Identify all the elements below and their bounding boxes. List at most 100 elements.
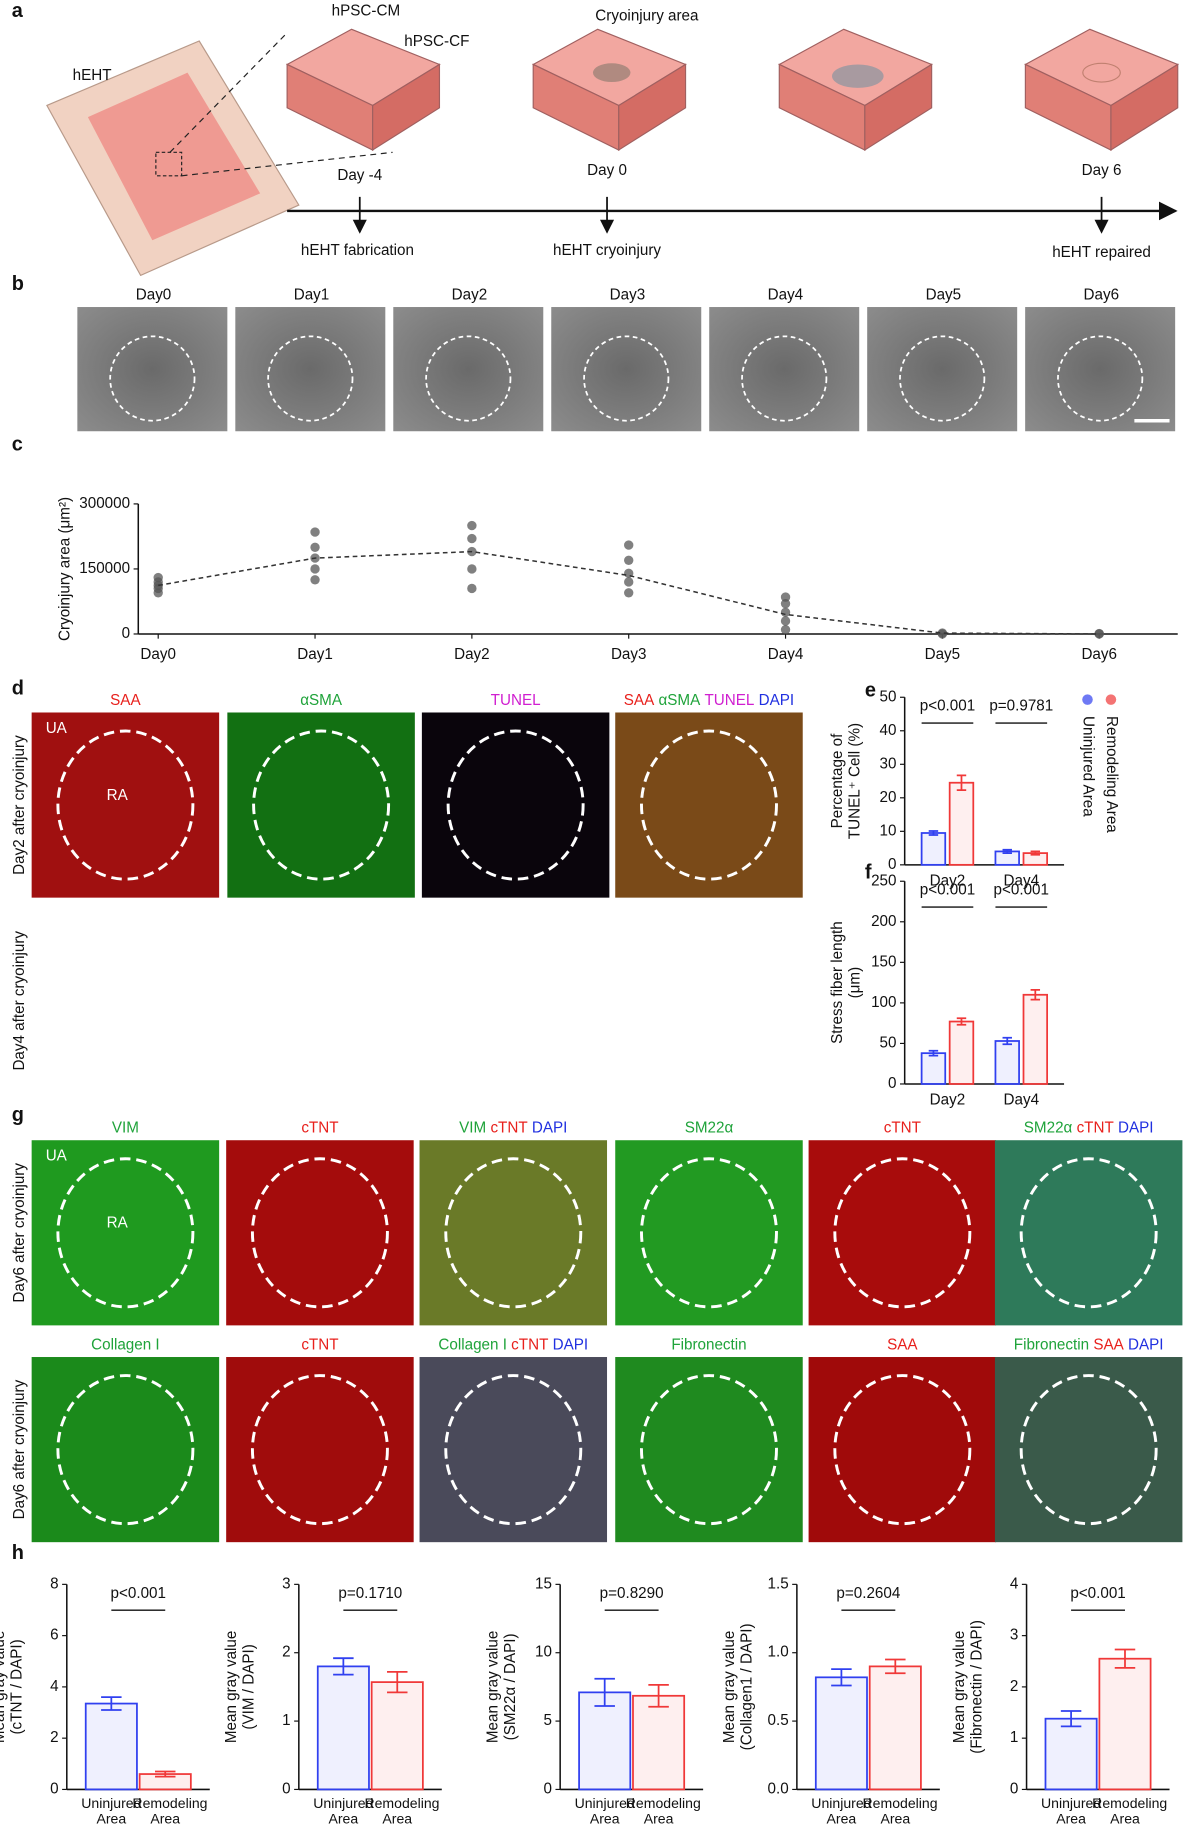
region-label: RA bbox=[107, 787, 129, 804]
error-bar bbox=[928, 1049, 939, 1057]
channel-name: SM22α bbox=[1024, 1120, 1073, 1137]
channel-name: cTNT bbox=[1077, 1120, 1114, 1137]
region-outline bbox=[1019, 1374, 1158, 1526]
y-tick-label: 0.5 bbox=[768, 1712, 789, 1729]
channel-label: VIM cTNT DAPI bbox=[459, 1120, 567, 1137]
tissue-blocks bbox=[285, 28, 1180, 152]
injury-outline bbox=[1057, 335, 1144, 422]
micrograph bbox=[1025, 307, 1176, 432]
y-tick-label: 150000 bbox=[79, 560, 130, 577]
bar bbox=[1044, 1717, 1098, 1791]
day: Day 6 bbox=[1082, 162, 1122, 179]
channel-name: cTNT bbox=[884, 1120, 921, 1137]
region-label: RA bbox=[107, 1215, 129, 1232]
micrograph bbox=[808, 1357, 997, 1543]
x-tick-label: Uninjured Area bbox=[574, 1796, 635, 1827]
region-outline bbox=[640, 1157, 778, 1309]
micrograph bbox=[419, 1357, 608, 1543]
error-bar bbox=[1060, 1710, 1082, 1728]
channel-name: SAA bbox=[624, 692, 655, 709]
injury-outline bbox=[109, 335, 196, 422]
x-tick-label: Uninjured Area bbox=[1040, 1796, 1102, 1827]
micrograph bbox=[994, 1140, 1183, 1326]
x-tick-label: Uninjured Area bbox=[313, 1796, 374, 1827]
y-tick-label: 40 bbox=[880, 722, 897, 739]
label: hEHT bbox=[73, 67, 112, 84]
x-tick-label-box: Remodeling Area bbox=[1092, 1796, 1167, 1826]
event: hEHT cryoinjury bbox=[553, 242, 661, 259]
x-tick-label: Day4 bbox=[1004, 1091, 1040, 1108]
micrograph bbox=[235, 307, 386, 432]
channel-name: cTNT bbox=[511, 1336, 548, 1353]
point bbox=[467, 583, 477, 594]
channel-name: αSMA bbox=[300, 692, 343, 709]
x-tick-label: Day5 bbox=[925, 646, 961, 663]
point bbox=[780, 592, 791, 602]
channel-name: Fibronectin bbox=[671, 1336, 746, 1353]
channel-name: DAPI bbox=[759, 692, 795, 709]
channel-label: Collagen I bbox=[91, 1336, 160, 1353]
legend-marker bbox=[1105, 694, 1117, 705]
region-outline bbox=[640, 1374, 778, 1526]
y-tick-label: 6 bbox=[50, 1627, 58, 1644]
bar bbox=[316, 1665, 370, 1791]
point bbox=[310, 527, 320, 537]
error-bar bbox=[956, 774, 967, 791]
panel-label: d bbox=[12, 677, 24, 699]
y-axis-label: Cryoinjury area (μm²) bbox=[57, 497, 74, 641]
x-tick-label: Day2 bbox=[930, 1091, 966, 1108]
x-tick-label: Day0 bbox=[140, 646, 176, 663]
error-bar bbox=[928, 830, 939, 836]
channel-label: αSMA bbox=[300, 692, 343, 709]
y-tick-label: 4 bbox=[1010, 1575, 1019, 1592]
y-axis-label: Mean gray value bbox=[951, 1631, 968, 1744]
x-tick-label: Day4 bbox=[1004, 872, 1040, 889]
y-tick-label: 0 bbox=[50, 1780, 58, 1797]
y-tick-label: 8 bbox=[50, 1575, 58, 1592]
point bbox=[310, 564, 320, 574]
panel-label: a bbox=[12, 0, 24, 22]
point bbox=[780, 598, 791, 609]
x-tick-label: Remodeling Area bbox=[132, 1796, 208, 1827]
y-tick-label: 0 bbox=[122, 625, 130, 642]
panel-label: h bbox=[12, 1542, 24, 1564]
day-label: Day1 bbox=[294, 286, 330, 303]
channel-label: Fibronectin SAA DAPI bbox=[1014, 1336, 1164, 1353]
region-label: UA bbox=[46, 720, 68, 737]
x-tick-label: Remodeling Area bbox=[364, 1796, 440, 1827]
region-outline bbox=[56, 1374, 195, 1526]
y-tick-label: 3 bbox=[1010, 1627, 1018, 1644]
y-tick-label: 2 bbox=[282, 1644, 290, 1661]
schematic: hEHT hPSC-CM hPSC-CF Cryoinjury area Day… bbox=[46, 3, 1180, 277]
bar bbox=[994, 1040, 1020, 1085]
channel-name: Fibronectin bbox=[1014, 1336, 1089, 1353]
channel-name: cTNT bbox=[301, 1120, 338, 1137]
panel-label: e bbox=[865, 680, 876, 702]
injury-outline bbox=[425, 335, 512, 422]
micrograph bbox=[77, 307, 228, 432]
channel-name: Collagen I bbox=[438, 1336, 507, 1353]
panel-label: c bbox=[12, 434, 23, 456]
y-tick-label: 2 bbox=[1010, 1678, 1018, 1695]
channel-name: DAPI bbox=[1118, 1120, 1154, 1137]
y-tick-label: 0 bbox=[1010, 1780, 1018, 1797]
row-label: Day4 after cryoinjury bbox=[11, 931, 28, 1071]
channel-label: TUNEL bbox=[491, 692, 541, 709]
y-axis-label: Mean gray value bbox=[0, 1631, 8, 1744]
point bbox=[780, 607, 791, 617]
point bbox=[937, 628, 948, 638]
channel-name: DAPI bbox=[1128, 1336, 1164, 1353]
bar bbox=[1022, 993, 1049, 1085]
micrograph bbox=[551, 307, 702, 432]
x-tick-label: Day3 bbox=[611, 646, 647, 663]
x-tick-label: Day2 bbox=[454, 646, 490, 663]
zoom-line bbox=[181, 151, 393, 177]
x-tick-label-box: Remodeling Area bbox=[364, 1796, 440, 1827]
panel-label: g bbox=[12, 1104, 24, 1126]
bar bbox=[948, 781, 975, 866]
region-outline bbox=[446, 729, 585, 881]
point bbox=[624, 577, 634, 587]
error-bar bbox=[594, 1677, 615, 1707]
zoom-box bbox=[155, 151, 183, 177]
